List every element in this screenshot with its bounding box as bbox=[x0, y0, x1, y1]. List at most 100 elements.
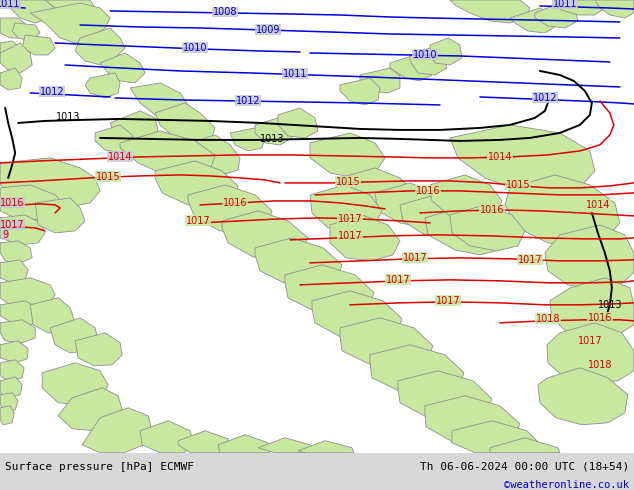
Polygon shape bbox=[130, 83, 190, 123]
Text: 1017: 1017 bbox=[338, 231, 362, 241]
Polygon shape bbox=[100, 53, 145, 83]
Polygon shape bbox=[178, 431, 230, 453]
Text: 1017: 1017 bbox=[403, 253, 427, 263]
Polygon shape bbox=[75, 28, 125, 65]
Text: 1012: 1012 bbox=[533, 93, 557, 103]
Polygon shape bbox=[595, 0, 634, 18]
Text: 1010: 1010 bbox=[183, 43, 207, 53]
Polygon shape bbox=[400, 195, 475, 240]
Polygon shape bbox=[425, 208, 505, 255]
Text: 1018: 1018 bbox=[536, 314, 560, 324]
Polygon shape bbox=[0, 377, 22, 398]
Text: 1008: 1008 bbox=[213, 7, 237, 17]
Text: 9: 9 bbox=[2, 230, 8, 240]
Text: 1017: 1017 bbox=[0, 220, 25, 230]
Text: 1013: 1013 bbox=[56, 112, 81, 122]
Text: 1016: 1016 bbox=[416, 186, 440, 196]
Polygon shape bbox=[230, 128, 265, 151]
Text: 1013: 1013 bbox=[598, 300, 622, 310]
Polygon shape bbox=[0, 43, 32, 73]
Polygon shape bbox=[298, 441, 354, 453]
Polygon shape bbox=[140, 421, 194, 453]
Polygon shape bbox=[310, 185, 382, 231]
Polygon shape bbox=[430, 175, 502, 221]
Text: ©weatheronline.co.uk: ©weatheronline.co.uk bbox=[504, 480, 629, 490]
Polygon shape bbox=[12, 23, 40, 41]
Polygon shape bbox=[255, 118, 292, 145]
Polygon shape bbox=[278, 108, 318, 138]
Polygon shape bbox=[330, 215, 400, 261]
Text: 1017: 1017 bbox=[186, 216, 210, 226]
Polygon shape bbox=[0, 215, 45, 245]
Text: 1016: 1016 bbox=[480, 205, 504, 215]
Text: 1015: 1015 bbox=[505, 180, 530, 190]
Polygon shape bbox=[255, 238, 342, 287]
Polygon shape bbox=[452, 421, 545, 453]
Polygon shape bbox=[0, 260, 28, 283]
Polygon shape bbox=[555, 0, 605, 15]
Polygon shape bbox=[120, 131, 215, 178]
Polygon shape bbox=[535, 3, 578, 28]
Polygon shape bbox=[450, 205, 525, 251]
Polygon shape bbox=[0, 0, 55, 23]
Text: 1016: 1016 bbox=[223, 198, 247, 208]
Text: 1011: 1011 bbox=[283, 69, 307, 79]
Polygon shape bbox=[0, 68, 22, 90]
Polygon shape bbox=[312, 291, 402, 341]
Polygon shape bbox=[538, 368, 628, 425]
Polygon shape bbox=[285, 265, 374, 315]
Text: 1017: 1017 bbox=[578, 336, 602, 346]
Polygon shape bbox=[30, 3, 110, 43]
Text: 1010: 1010 bbox=[413, 50, 437, 60]
Polygon shape bbox=[547, 323, 634, 383]
Polygon shape bbox=[95, 125, 135, 153]
Polygon shape bbox=[0, 241, 32, 263]
Polygon shape bbox=[85, 73, 120, 98]
Polygon shape bbox=[390, 55, 432, 81]
Text: 1014: 1014 bbox=[586, 200, 610, 210]
Text: 1012: 1012 bbox=[236, 96, 261, 106]
Polygon shape bbox=[340, 168, 415, 213]
Polygon shape bbox=[42, 363, 108, 405]
Polygon shape bbox=[58, 388, 122, 431]
Polygon shape bbox=[310, 133, 385, 178]
Polygon shape bbox=[0, 320, 35, 343]
Polygon shape bbox=[430, 38, 462, 65]
Text: 1013: 1013 bbox=[260, 134, 284, 144]
Polygon shape bbox=[50, 318, 98, 353]
Polygon shape bbox=[110, 111, 158, 143]
Polygon shape bbox=[222, 211, 308, 260]
Text: 1017: 1017 bbox=[436, 296, 460, 306]
Polygon shape bbox=[510, 8, 558, 33]
Polygon shape bbox=[0, 278, 55, 308]
Polygon shape bbox=[545, 225, 634, 290]
Text: 1016: 1016 bbox=[0, 198, 25, 208]
Polygon shape bbox=[218, 435, 270, 453]
Polygon shape bbox=[340, 78, 380, 105]
Polygon shape bbox=[190, 135, 240, 175]
Text: 1018: 1018 bbox=[588, 360, 612, 370]
Polygon shape bbox=[0, 341, 28, 363]
Polygon shape bbox=[0, 360, 24, 381]
Polygon shape bbox=[0, 393, 18, 411]
Text: 1011: 1011 bbox=[553, 0, 577, 9]
Text: 1009: 1009 bbox=[256, 25, 280, 35]
Polygon shape bbox=[22, 35, 55, 55]
Polygon shape bbox=[258, 438, 312, 453]
Polygon shape bbox=[360, 68, 400, 93]
Polygon shape bbox=[410, 48, 447, 75]
Text: 1015: 1015 bbox=[335, 177, 360, 187]
Polygon shape bbox=[425, 396, 520, 446]
Text: 1017: 1017 bbox=[385, 275, 410, 285]
Polygon shape bbox=[82, 408, 152, 453]
Polygon shape bbox=[0, 185, 65, 220]
Polygon shape bbox=[505, 175, 620, 248]
Text: 1014: 1014 bbox=[488, 152, 512, 162]
Polygon shape bbox=[0, 301, 42, 325]
Text: 1016: 1016 bbox=[588, 313, 612, 323]
Polygon shape bbox=[398, 371, 492, 421]
Polygon shape bbox=[0, 158, 100, 208]
Polygon shape bbox=[0, 406, 14, 425]
Text: Surface pressure [hPa] ECMWF: Surface pressure [hPa] ECMWF bbox=[5, 462, 194, 472]
Polygon shape bbox=[30, 298, 74, 333]
